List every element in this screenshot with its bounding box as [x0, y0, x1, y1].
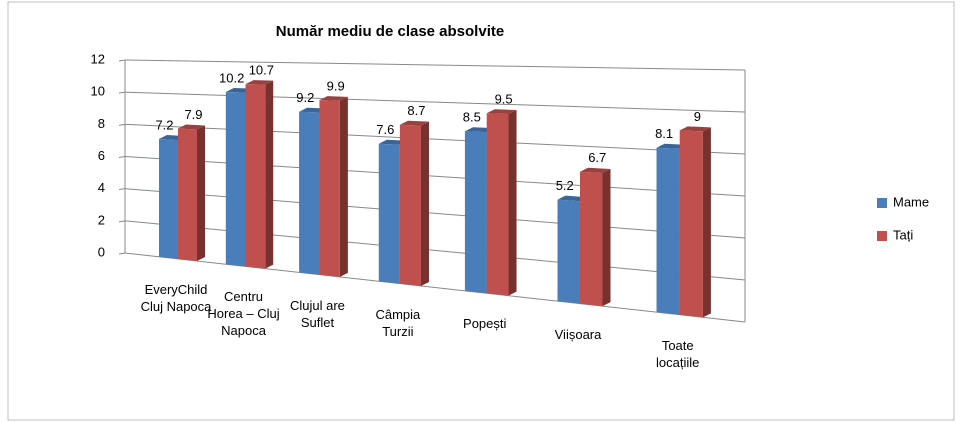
x-tick-label: Centru Horea – Cluj Napoca [207, 289, 280, 339]
bar-side [197, 125, 205, 262]
y-tick-label: 0 [98, 244, 105, 259]
tick-mark [118, 91, 126, 94]
grid-line [124, 252, 746, 323]
bar-top [486, 109, 517, 114]
bar-side [420, 121, 429, 286]
tick-mark [118, 59, 126, 62]
value-label: 10.7 [249, 63, 274, 78]
tick-mark [118, 156, 126, 158]
tick-mark [118, 252, 126, 255]
value-label: 8.1 [655, 126, 673, 141]
bar [299, 111, 320, 275]
legend-label: Mame [893, 194, 929, 209]
bar [159, 139, 178, 259]
bar-top [580, 167, 611, 174]
bar [178, 128, 197, 262]
y-tick-label: 10 [91, 84, 105, 99]
bar [319, 100, 340, 277]
value-label: 5.2 [556, 178, 574, 193]
legend-swatch [877, 231, 887, 241]
value-label: 7.2 [155, 117, 173, 132]
bar [399, 124, 421, 286]
x-tick-label: Clujul are Suflet [290, 297, 345, 330]
bar [378, 143, 400, 284]
bar [225, 92, 246, 267]
x-tick-label: EveryChild Cluj Napoca [140, 281, 212, 314]
bar-top [245, 80, 274, 85]
tick-mark [118, 188, 126, 191]
value-label: 9.9 [327, 79, 345, 94]
y-tick-label: 4 [98, 180, 105, 195]
bar-side [339, 96, 348, 277]
bar [557, 199, 580, 304]
bar-top [399, 120, 429, 126]
y-tick-label: 12 [91, 51, 105, 66]
bar-top [319, 96, 348, 101]
x-tick-label: Câmpia Turzii [375, 306, 421, 339]
bar [656, 147, 680, 315]
bar [679, 130, 703, 318]
bar [486, 113, 509, 296]
bar [245, 84, 266, 269]
bar-top [178, 124, 205, 130]
tick-mark [118, 123, 126, 126]
x-tick-label: Toate locațiile [656, 337, 700, 370]
legend-label: Tați [893, 227, 913, 242]
bar-side [702, 127, 711, 318]
y-tick-label: 2 [98, 212, 105, 227]
grid-line [124, 59, 746, 71]
value-label: 7.9 [184, 107, 202, 122]
value-label: 8.7 [407, 103, 425, 118]
value-label: 8.5 [463, 110, 481, 125]
chart-title: Număr mediu de clase absolvite [276, 23, 504, 40]
value-label: 9 [694, 109, 701, 124]
value-label: 9.5 [495, 92, 513, 107]
x-tick-label: Viișoara [554, 326, 602, 342]
bar-top [679, 126, 711, 132]
bar-side [265, 80, 274, 269]
y-tick-label: 6 [98, 148, 105, 163]
value-label: 10.2 [219, 70, 244, 85]
bar [464, 131, 487, 294]
value-label: 7.6 [376, 122, 394, 137]
legend-swatch [877, 198, 887, 208]
x-tick-label: Popești [463, 316, 507, 332]
bar-side [602, 169, 611, 307]
bar [580, 171, 603, 307]
y-tick-label: 8 [98, 116, 105, 131]
tick-mark [118, 220, 126, 223]
value-label: 6.7 [588, 150, 606, 165]
bar-side [508, 109, 517, 296]
value-label: 9.2 [296, 90, 314, 105]
